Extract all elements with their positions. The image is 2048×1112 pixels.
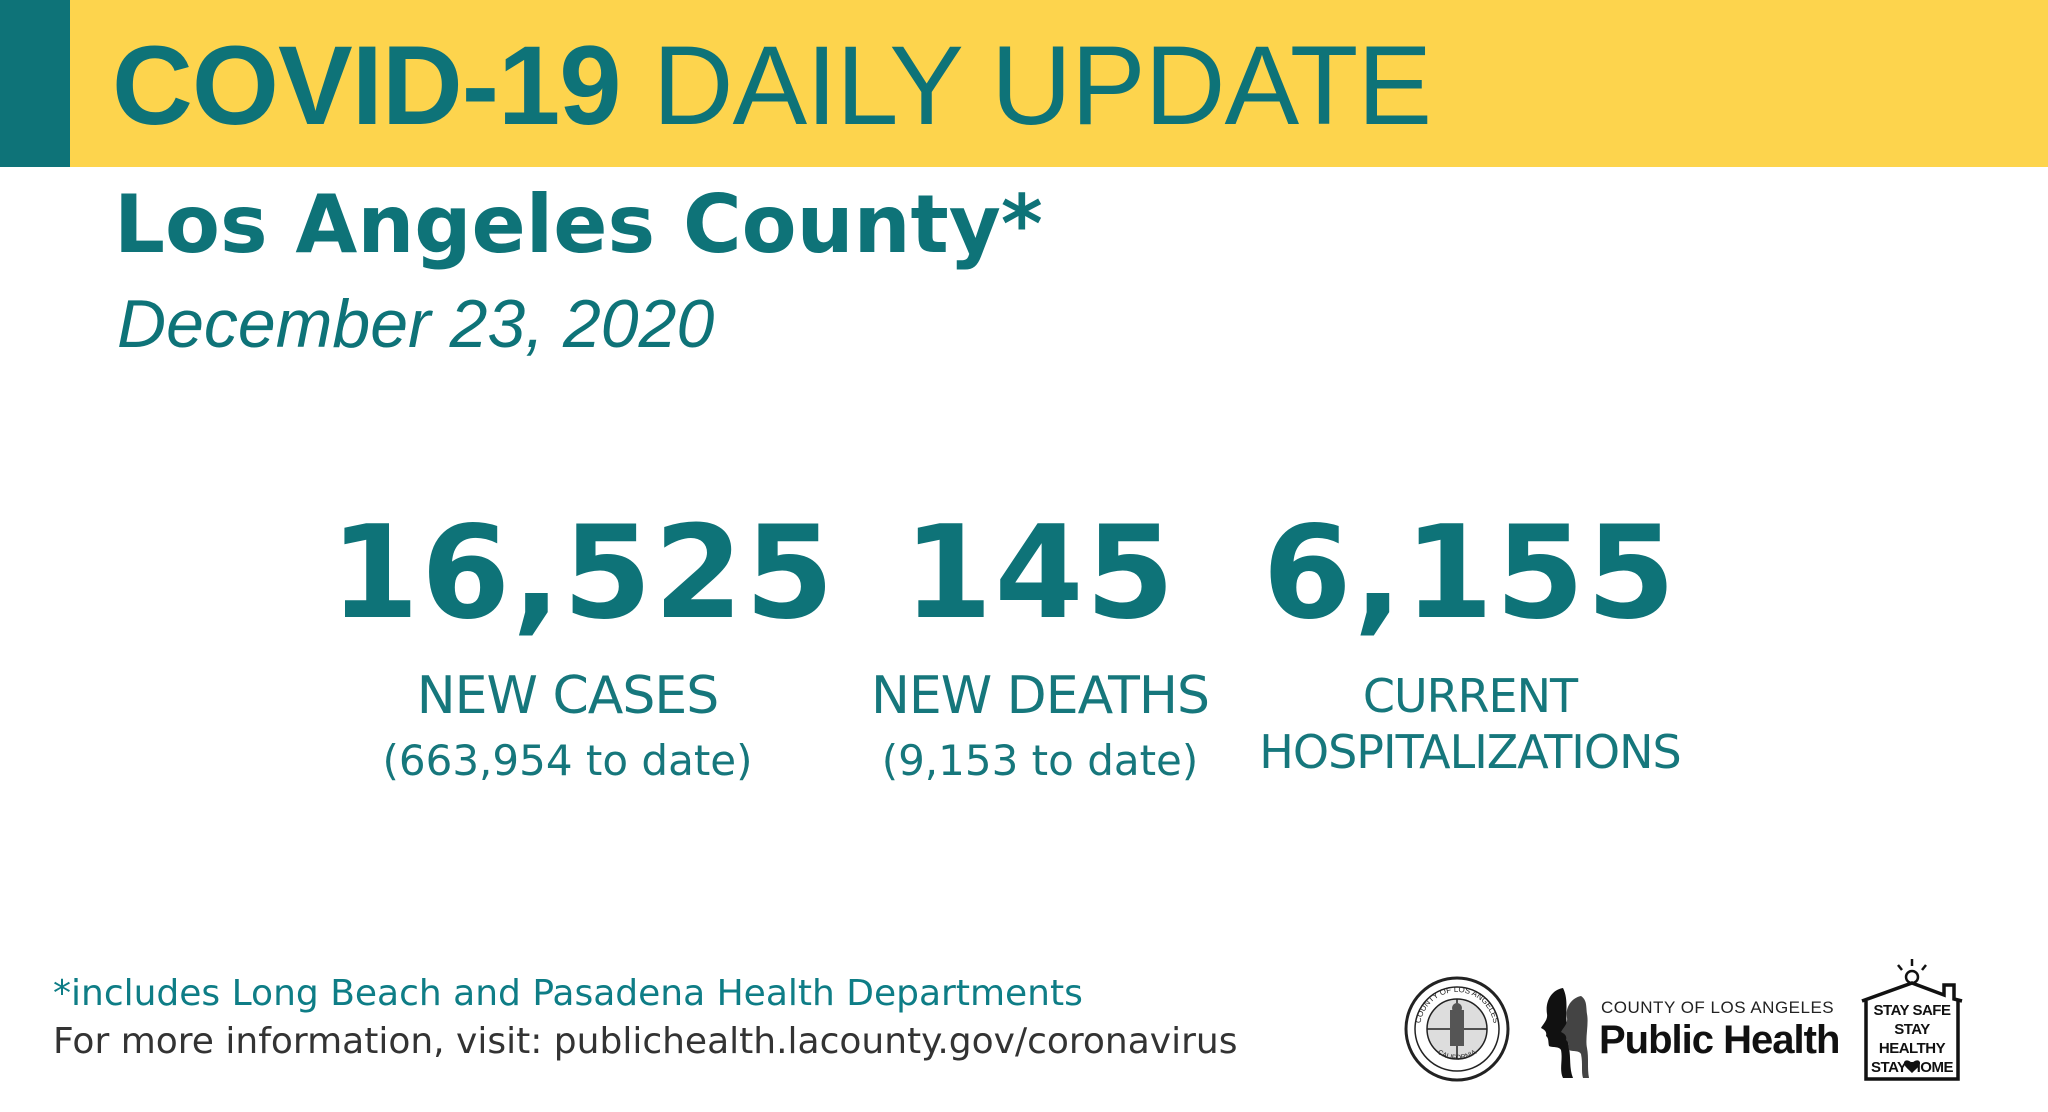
county-seal-logo: COUNTY OF LOS ANGELES CALIFORNIA <box>1404 976 1510 1082</box>
stay-healthy-line: STAY HEALTHY <box>1878 1021 1946 1057</box>
header-banner <box>0 0 2048 167</box>
title-covid: COVID-19 <box>112 23 622 148</box>
title-daily-update: DAILY UPDATE <box>652 23 1432 148</box>
hospitalizations-label: CURRENT HOSPITALIZATIONS <box>1250 668 1690 780</box>
footnote: *includes Long Beach and Pasadena Health… <box>53 973 1083 1014</box>
stay-safe-line: STAY SAFE <box>1873 1002 1951 1019</box>
more-info-link[interactable]: For more information, visit: publichealt… <box>53 1021 1238 1062</box>
stat-new-cases: 16,525 NEW CASES (663,954 to date) <box>330 499 836 785</box>
new-cases-number: 16,525 <box>330 499 836 648</box>
report-date: December 23, 2020 <box>117 286 715 362</box>
new-cases-label: NEW CASES <box>416 666 719 726</box>
public-health-county-text: COUNTY OF LOS ANGELES <box>1601 998 1835 1017</box>
page-title: COVID-19 DAILY UPDATE <box>112 23 1432 148</box>
hospitalizations-label-line2: HOSPITALIZATIONS <box>1259 725 1681 779</box>
stat-hospitalizations: 6,155 CURRENT HOSPITALIZATIONS <box>1250 510 1690 780</box>
new-deaths-number: 145 <box>903 499 1177 648</box>
county-name: Los Angeles County* <box>114 178 1043 271</box>
stay-safe-text: STAY SAFE STAY HEALTHY STAY HOME <box>1864 1001 1960 1077</box>
stat-new-deaths: 145 NEW DEATHS (9,153 to date) <box>820 510 1260 782</box>
stay-safe-logo: STAY SAFE STAY HEALTHY STAY HOME <box>1856 955 1968 1083</box>
new-deaths-label: NEW DEATHS <box>870 666 1210 726</box>
profile-faces-icon <box>1541 988 1589 1078</box>
deaths-to-date: (9,153 to date) <box>881 736 1199 785</box>
public-health-logo: COUNTY OF LOS ANGELES Public Health <box>1533 984 1840 1080</box>
stay-home-line: STAY HOME <box>1871 1059 1953 1076</box>
hospitalizations-label-line1: CURRENT <box>1362 669 1578 723</box>
public-health-title: Public Health <box>1599 1018 1840 1062</box>
cases-to-date: (663,954 to date) <box>382 736 753 785</box>
banner-accent-bar <box>0 0 70 167</box>
hospitalizations-number: 6,155 <box>1262 499 1678 648</box>
house-outline-icon <box>1861 959 1963 1081</box>
